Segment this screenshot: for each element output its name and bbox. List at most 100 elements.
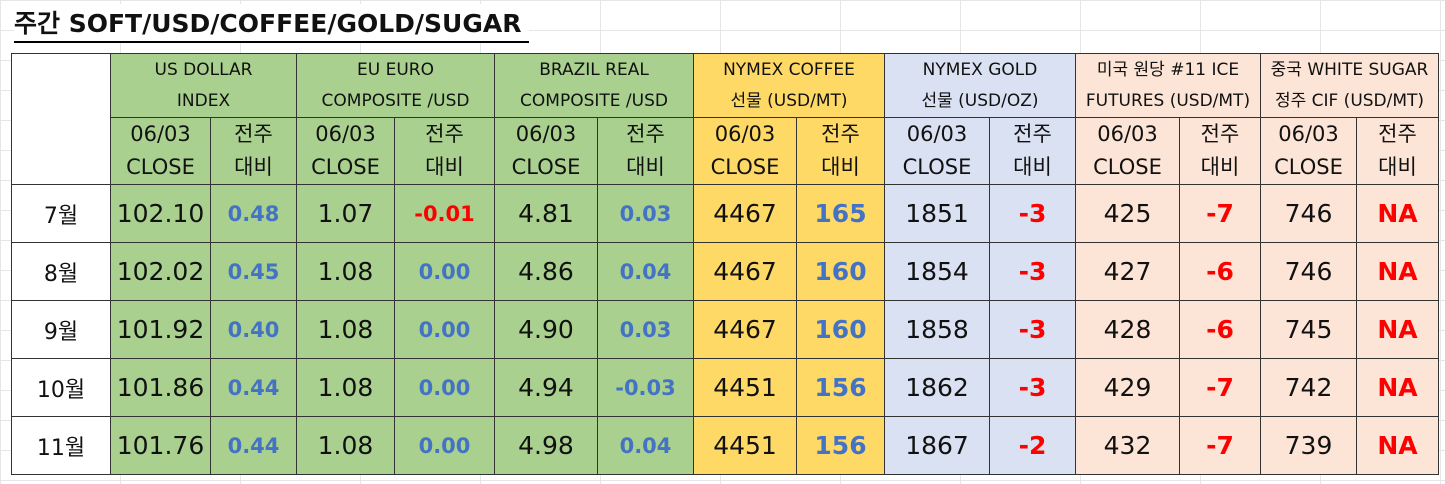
- close-date-header: 06/03 CLOSE: [494, 117, 598, 185]
- group-header-brazil-real: BRAZIL REAL COMPOSITE /USD: [494, 53, 694, 118]
- group-header-line2: 정주 CIF (USD/MT): [1274, 90, 1425, 111]
- close-date-header: 06/03 CLOSE: [1075, 117, 1180, 185]
- close-header-line2: CLOSE: [511, 155, 581, 179]
- group-header-line1: 미국 원당 #11 ICE: [1096, 59, 1240, 80]
- close-date-header: 06/03 CLOSE: [110, 117, 211, 185]
- group-header-line1: NYMEX COFFEE: [723, 59, 855, 80]
- month-label: 9월: [11, 300, 111, 359]
- weekly-change-china-white-sugar: NA: [1356, 300, 1439, 359]
- weekly-change-china-white-sugar: NA: [1356, 416, 1439, 475]
- group-header-china-white-sugar: 중국 WHITE SUGAR 정주 CIF (USD/MT): [1260, 53, 1439, 118]
- change-header-line2: 대비: [425, 155, 464, 179]
- close-value-us-dollar-index: 102.02: [110, 242, 211, 301]
- weekly-change-nymex-gold: -3: [989, 300, 1076, 359]
- group-header-line2: INDEX: [176, 90, 231, 111]
- weekly-change-nymex-coffee: 156: [796, 358, 885, 417]
- group-header-us-raw-sugar: 미국 원당 #11 ICE FUTURES (USD/MT): [1075, 53, 1261, 118]
- group-header-line2: FUTURES (USD/MT): [1085, 90, 1251, 111]
- group-header-us-dollar-index: US DOLLAR INDEX: [110, 53, 297, 118]
- weekly-change-china-white-sugar: NA: [1356, 184, 1439, 243]
- close-value-us-raw-sugar: 428: [1075, 300, 1180, 359]
- weekly-change-header: 전주 대비: [1356, 117, 1439, 185]
- close-value-brazil-real: 4.94: [494, 358, 598, 417]
- weekly-change-us-raw-sugar: -7: [1179, 416, 1261, 475]
- change-header-line2: 대비: [234, 155, 273, 179]
- group-header-line2: 선물 (USD/OZ): [921, 90, 1039, 111]
- weekly-change-china-white-sugar: NA: [1356, 358, 1439, 417]
- weekly-change-us-raw-sugar: -6: [1179, 242, 1261, 301]
- close-date-header: 06/03 CLOSE: [1260, 117, 1357, 185]
- change-header-line1: 전주: [234, 122, 273, 146]
- month-label: 10월: [11, 358, 111, 417]
- group-header-line1: US DOLLAR: [154, 59, 253, 80]
- weekly-change-brazil-real: -0.03: [597, 358, 694, 417]
- weekly-change-us-raw-sugar: -6: [1179, 300, 1261, 359]
- close-value-nymex-gold: 1867: [884, 416, 990, 475]
- weekly-change-header: 전주 대비: [597, 117, 694, 185]
- weekly-change-us-raw-sugar: -7: [1179, 184, 1261, 243]
- close-value-us-raw-sugar: 429: [1075, 358, 1180, 417]
- change-header-line2: 대비: [626, 155, 665, 179]
- close-value-china-white-sugar: 746: [1260, 184, 1357, 243]
- weekly-change-eu-euro: 0.00: [394, 300, 495, 359]
- weekly-change-eu-euro: 0.00: [394, 242, 495, 301]
- group-header-line1: BRAZIL REAL: [539, 59, 649, 80]
- change-header-line2: 대비: [1013, 155, 1052, 179]
- close-header-line1: 06/03: [1097, 122, 1158, 146]
- close-value-china-white-sugar: 745: [1260, 300, 1357, 359]
- close-value-eu-euro: 1.08: [296, 300, 395, 359]
- weekly-change-eu-euro: 0.00: [394, 358, 495, 417]
- close-header-line2: CLOSE: [126, 155, 195, 179]
- close-value-us-dollar-index: 101.86: [110, 358, 211, 417]
- weekly-change-nymex-coffee: 165: [796, 184, 885, 243]
- close-value-nymex-gold: 1851: [884, 184, 990, 243]
- weekly-change-us-dollar-index: 0.44: [210, 416, 297, 475]
- weekly-change-nymex-gold: -3: [989, 242, 1076, 301]
- close-value-us-raw-sugar: 425: [1075, 184, 1180, 243]
- table-row: 10월 101.86 0.44 1.08 0.00 4.94 -0.03 4451 156 186…: [11, 358, 1439, 417]
- change-header-line1: 전주: [1200, 122, 1240, 146]
- close-value-brazil-real: 4.86: [494, 242, 598, 301]
- group-header-line2: 선물 (USD/MT): [730, 90, 848, 111]
- weekly-change-nymex-gold: -3: [989, 358, 1076, 417]
- close-header-line1: 06/03: [1278, 122, 1339, 146]
- close-value-nymex-coffee: 4467: [693, 184, 797, 243]
- close-value-nymex-coffee: 4451: [693, 358, 797, 417]
- close-header-line1: 06/03: [714, 122, 776, 146]
- close-value-us-dollar-index: 102.10: [110, 184, 211, 243]
- table-row: 7월 102.10 0.48 1.07 -0.01 4.81 0.03 4467 165 1851…: [11, 184, 1439, 243]
- weekly-change-brazil-real: 0.03: [597, 184, 694, 243]
- group-header-eu-euro: EU EURO COMPOSITE /USD: [296, 53, 495, 118]
- change-header-line1: 전주: [1378, 122, 1417, 146]
- close-value-nymex-coffee: 4467: [693, 300, 797, 359]
- close-date-header: 06/03 CLOSE: [296, 117, 395, 185]
- change-header-line1: 전주: [1013, 122, 1052, 146]
- close-value-china-white-sugar: 746: [1260, 242, 1357, 301]
- close-value-us-dollar-index: 101.76: [110, 416, 211, 475]
- close-header-line1: 06/03: [906, 122, 968, 146]
- table-row: 9월 101.92 0.40 1.08 0.00 4.90 0.03 4467 160 1858-…: [11, 300, 1439, 359]
- table-row: 8월 102.02 0.45 1.08 0.00 4.86 0.04 4467 160 1854-…: [11, 242, 1439, 301]
- weekly-change-brazil-real: 0.04: [597, 242, 694, 301]
- group-header-line2: COMPOSITE /USD: [520, 90, 668, 111]
- close-header-line1: 06/03: [515, 122, 577, 146]
- corner-cell: [11, 53, 111, 185]
- close-value-eu-euro: 1.08: [296, 358, 395, 417]
- group-header-line1: NYMEX GOLD: [922, 59, 1038, 80]
- weekly-change-nymex-gold: -3: [989, 184, 1076, 243]
- close-date-header: 06/03 CLOSE: [693, 117, 797, 185]
- close-value-brazil-real: 4.90: [494, 300, 598, 359]
- change-header-line2: 대비: [1200, 155, 1240, 179]
- close-value-eu-euro: 1.07: [296, 184, 395, 243]
- close-header-line2: CLOSE: [1093, 155, 1162, 179]
- close-value-us-raw-sugar: 427: [1075, 242, 1180, 301]
- weekly-change-china-white-sugar: NA: [1356, 242, 1439, 301]
- close-value-brazil-real: 4.98: [494, 416, 598, 475]
- weekly-change-us-dollar-index: 0.40: [210, 300, 297, 359]
- close-value-eu-euro: 1.08: [296, 242, 395, 301]
- change-header-line1: 전주: [425, 122, 464, 146]
- weekly-change-brazil-real: 0.03: [597, 300, 694, 359]
- close-header-line2: CLOSE: [902, 155, 972, 179]
